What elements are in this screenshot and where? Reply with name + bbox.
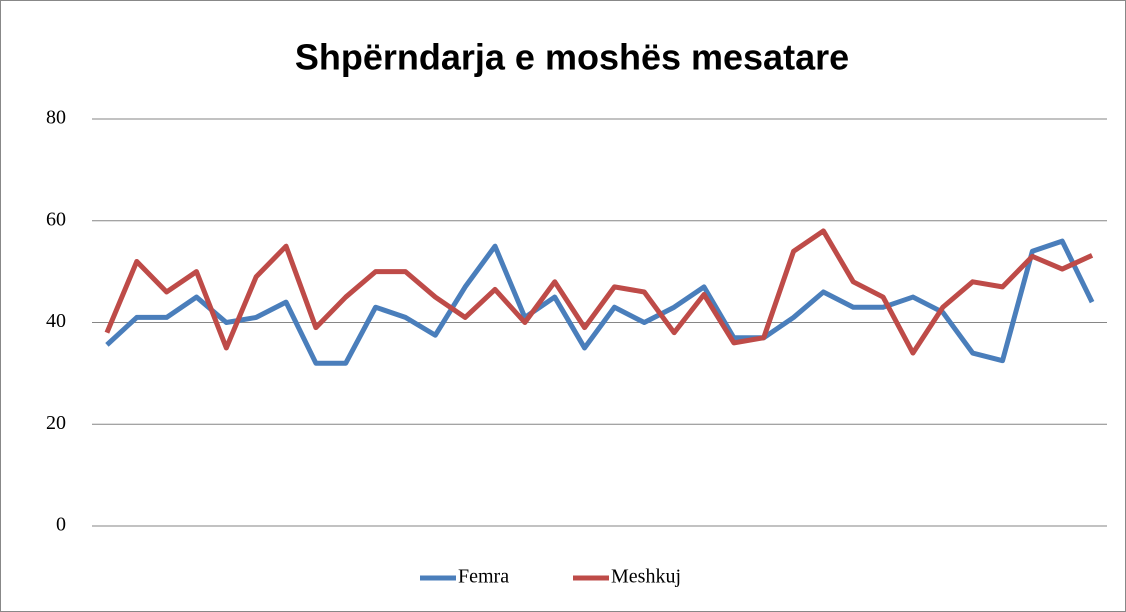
- legend-label: Femra: [458, 566, 509, 588]
- series-line: [104, 228, 1094, 356]
- y-tick-label: 20: [46, 412, 66, 434]
- legend-label: Meshkuj: [611, 566, 681, 588]
- y-tick-label: 0: [56, 514, 66, 536]
- chart-title: Shpërndarja e moshës mesatare: [295, 37, 849, 78]
- y-tick-label: 80: [46, 107, 66, 129]
- series-line: [105, 238, 1095, 366]
- y-tick-label: 60: [46, 208, 66, 230]
- y-tick-label: 40: [46, 310, 66, 332]
